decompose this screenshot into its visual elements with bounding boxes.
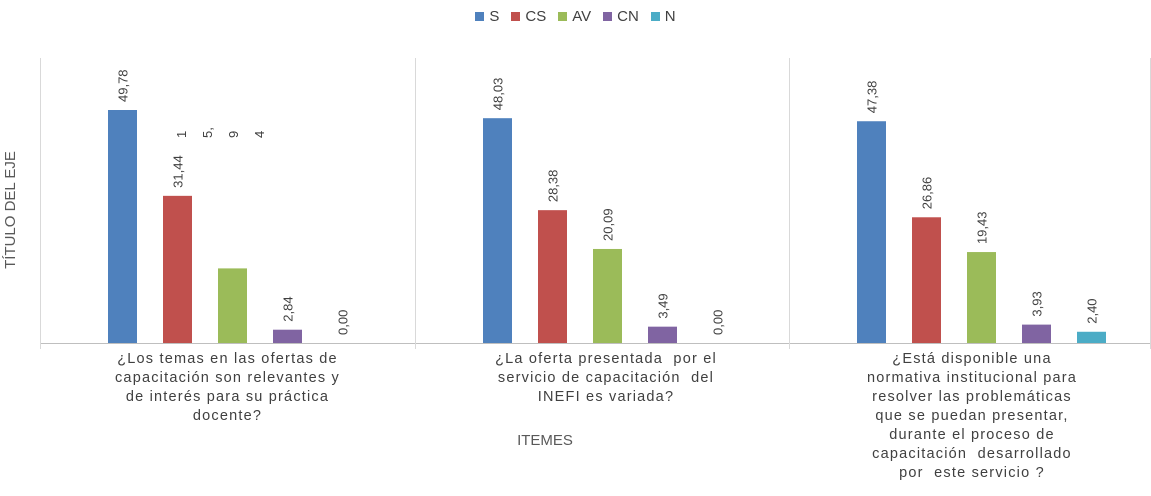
legend-label-n: N	[664, 8, 676, 25]
legend-item-n: N	[650, 8, 676, 25]
bar-av-cat3	[967, 252, 996, 343]
legend-label-cn: CN	[617, 8, 639, 25]
data-label-av-cat1-fragment: 9	[226, 131, 241, 138]
bar-cs-cat3	[912, 217, 941, 343]
data-label-av-cat1-fragment: 1	[174, 131, 189, 138]
data-label-cs-cat2: 28,38	[546, 170, 561, 203]
legend-swatch-n	[650, 11, 660, 21]
data-label-n-cat3: 2,40	[1085, 298, 1100, 323]
bar-cs-cat1	[163, 195, 192, 343]
data-label-cn-cat1: 2,84	[281, 296, 296, 321]
legend-swatch-cs	[511, 11, 521, 21]
data-label-cn-cat2: 3,49	[656, 293, 671, 318]
category-label-3: ¿Está disponible una normativa instituci…	[866, 351, 1078, 481]
bar-s-cat3	[857, 121, 886, 343]
bar-s-cat1	[108, 110, 137, 343]
legend-label-cs: CS	[525, 8, 547, 25]
bar-av-cat1	[218, 268, 247, 343]
legend-swatch-av	[558, 11, 568, 21]
data-label-cs-cat1: 31,44	[171, 155, 186, 188]
data-label-s-cat3: 47,38	[865, 81, 880, 114]
legend-swatch-s	[475, 11, 485, 21]
data-label-n-cat1: 0,00	[336, 310, 351, 335]
bar-s-cat2	[483, 118, 512, 343]
legend-swatch-cn	[603, 11, 613, 21]
data-label-av-cat3: 19,43	[975, 212, 990, 245]
legend-item-cn: CN	[603, 8, 639, 25]
data-label-s-cat2: 48,03	[491, 78, 506, 111]
data-label-cn-cat3: 3,93	[1030, 291, 1045, 316]
data-label-s-cat1: 49,78	[116, 69, 131, 102]
x-axis-title: ITEMES	[517, 432, 573, 449]
legend-item-av: AV	[558, 8, 591, 25]
category-label-2: ¿La oferta presentada por el servicio de…	[495, 351, 717, 405]
category-label-1: ¿Los temas en las ofertas de capacitació…	[114, 351, 341, 424]
bar-av-cat2	[593, 248, 622, 343]
data-label-av-cat2: 20,09	[601, 208, 616, 241]
legend-item-s: S	[475, 8, 499, 25]
data-label-cs-cat3: 26,86	[920, 177, 935, 210]
data-label-n-cat2: 0,00	[711, 310, 726, 335]
bar-cn-cat1	[273, 329, 302, 343]
bar-n-cat3	[1077, 331, 1106, 343]
bar-cn-cat2	[648, 326, 677, 343]
legend-item-cs: CS	[511, 8, 546, 25]
data-label-av-cat1-fragment: 5,	[200, 127, 215, 138]
data-label-av-cat1-fragment: 4	[252, 131, 267, 138]
legend-label-s: S	[489, 8, 500, 25]
bar-cs-cat2	[538, 210, 567, 343]
legend-label-av: AV	[572, 8, 592, 25]
chart-legend: S CS AV CN N	[0, 8, 1151, 25]
y-axis-title: TÍTULO DEL EJE	[2, 151, 19, 269]
bar-cn-cat3	[1022, 324, 1051, 343]
